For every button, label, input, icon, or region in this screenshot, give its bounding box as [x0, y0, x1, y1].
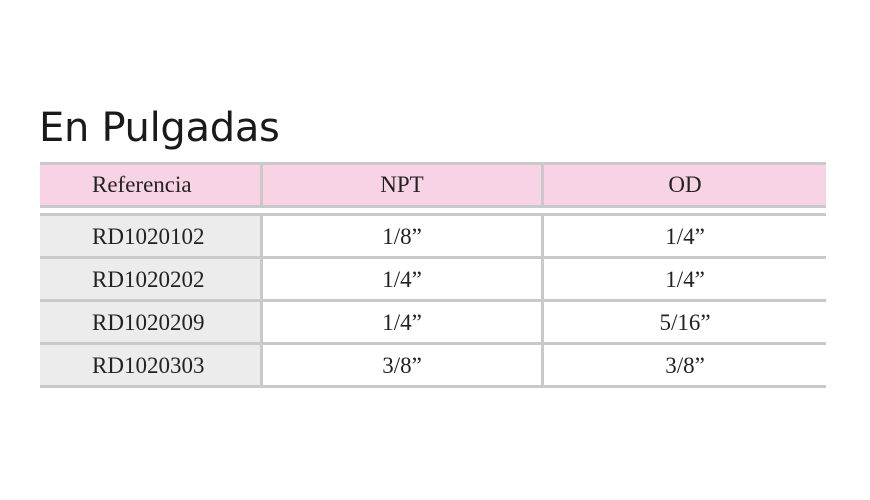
- header-npt: NPT: [263, 165, 544, 205]
- table-row: RD1020209 1/4” 5/16”: [40, 302, 826, 345]
- cell-npt: 1/8”: [263, 216, 544, 256]
- cell-npt: 3/8”: [263, 345, 544, 385]
- cell-npt: 1/4”: [263, 259, 544, 299]
- header-od: OD: [668, 172, 702, 197]
- table-row: RD1020202 1/4” 1/4”: [40, 259, 826, 302]
- table-row: RD1020102 1/8” 1/4”: [40, 216, 826, 259]
- cell-od: 3/8”: [665, 353, 705, 378]
- cell-od: 1/4”: [665, 224, 705, 249]
- header-referencia: Referencia: [40, 165, 263, 205]
- cell-referencia: RD1020209: [40, 302, 263, 342]
- cell-referencia: RD1020202: [40, 259, 263, 299]
- specs-table: Referencia NPT OD RD1020102 1/8” 1/4” RD…: [40, 162, 826, 388]
- table-body: RD1020102 1/8” 1/4” RD1020202 1/4” 1/4” …: [40, 213, 826, 388]
- cell-od: 5/16”: [659, 310, 711, 335]
- table-header: Referencia NPT OD: [40, 162, 826, 208]
- table-row: RD1020303 3/8” 3/8”: [40, 345, 826, 388]
- cell-referencia: RD1020303: [40, 345, 263, 385]
- cell-referencia: RD1020102: [40, 216, 263, 256]
- page-title: En Pulgadas: [39, 105, 280, 151]
- cell-od: 1/4”: [665, 267, 705, 292]
- cell-npt: 1/4”: [263, 302, 544, 342]
